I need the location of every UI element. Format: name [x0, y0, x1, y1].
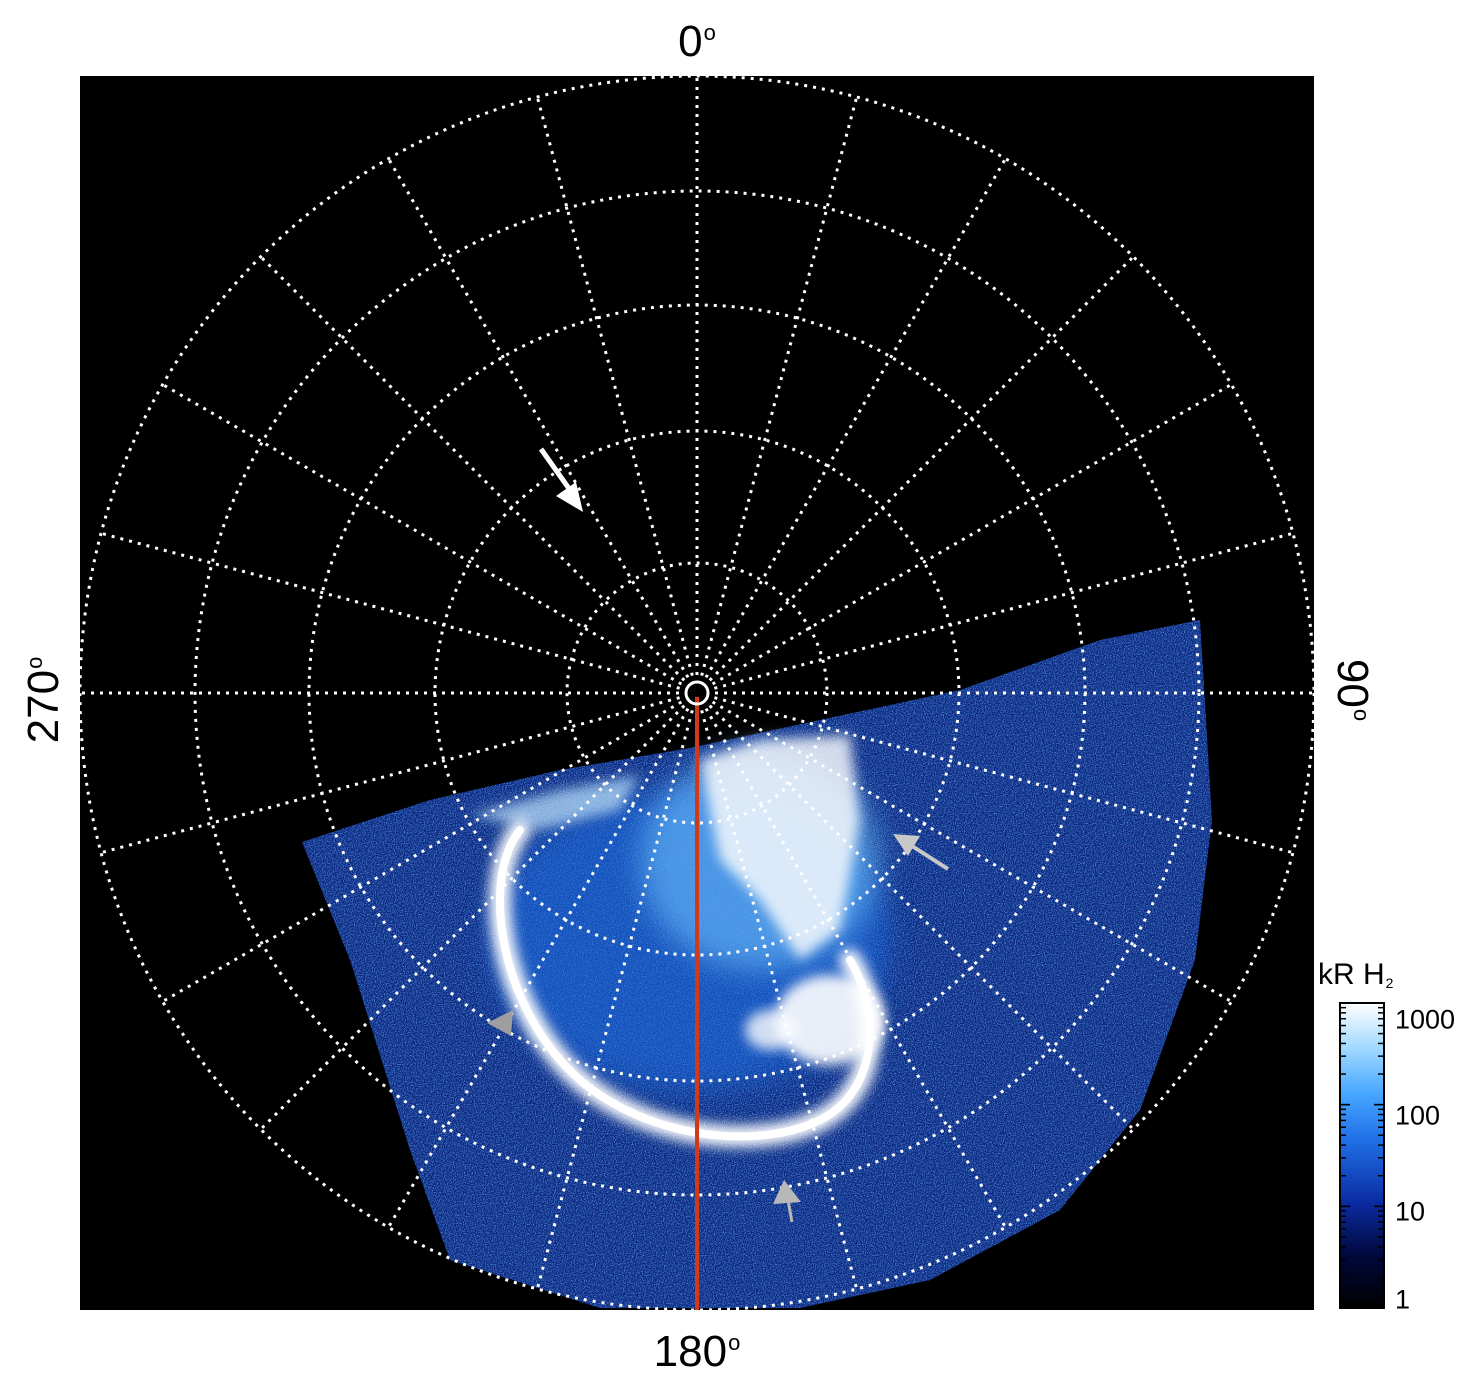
longitude-label-0: 0o [678, 17, 716, 66]
colorbar-title: kR H2 [1318, 958, 1394, 991]
meridian-line [535, 709, 694, 1290]
meridian-line [711, 383, 1233, 686]
latitude-circle [193, 189, 1201, 1197]
colorbar-tick-1000: 1000 [1395, 1004, 1456, 1035]
meridian-line [708, 255, 1135, 682]
polar-grid [80, 76, 1314, 1310]
meridian-line [535, 96, 694, 677]
meridian-line [713, 531, 1294, 690]
meridian-line [100, 531, 681, 690]
meridian-line [100, 696, 681, 855]
meridian-line [704, 157, 1007, 679]
arrow-gray-bottom [773, 1180, 801, 1223]
meridian-line [700, 96, 859, 677]
meridian-line [700, 709, 859, 1290]
meridian-line [387, 157, 690, 679]
meridian-line [708, 704, 1135, 1131]
colorbar-tick-10: 10 [1395, 1196, 1426, 1227]
arrow-gray-left [487, 1010, 513, 1036]
meridian-line [259, 255, 686, 682]
arrow-white [538, 447, 583, 512]
meridian-line [161, 383, 683, 686]
meridian-line [387, 707, 690, 1229]
pole-marker [684, 680, 710, 706]
meridian-line [161, 700, 683, 1003]
longitude-label-90: 90o [1328, 658, 1377, 722]
meridian-line [711, 700, 1233, 1003]
colorbar-tick-100: 100 [1395, 1100, 1441, 1131]
colorbar [1339, 1002, 1385, 1309]
meridian-line [259, 704, 686, 1131]
meridian-line [704, 707, 1007, 1229]
latitude-circle [565, 561, 829, 825]
colorbar-tick-1: 1 [1395, 1284, 1411, 1315]
aurora-emission [302, 620, 1212, 1308]
meridian-line [713, 696, 1294, 855]
longitude-label-180: 180o [653, 1327, 741, 1376]
colorbar-gradient [1339, 1002, 1385, 1309]
longitude-label-270: 270o [19, 656, 68, 744]
arrow-gray-right [893, 834, 950, 871]
